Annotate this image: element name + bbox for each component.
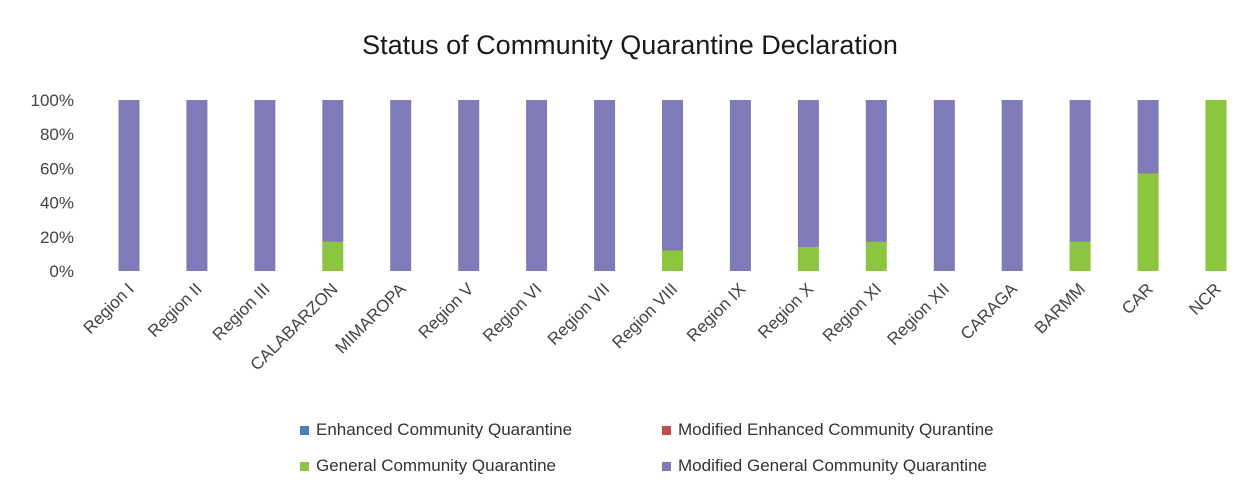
bar-segment	[797, 247, 819, 271]
x-tick-label: NCR	[1185, 279, 1224, 318]
y-tick-label: 0%	[49, 262, 74, 281]
y-tick-label: 20%	[40, 228, 74, 247]
bar-segment	[1137, 100, 1159, 174]
bar-segment	[1069, 241, 1091, 271]
x-tick-label: MIMAROPA	[332, 279, 410, 357]
y-tick-label: 40%	[40, 194, 74, 213]
bar-segment	[865, 241, 887, 271]
legend-label-ecq: Enhanced Community Quarantine	[316, 420, 573, 439]
bar-segment	[118, 100, 140, 271]
bar-segment	[1069, 100, 1091, 242]
bar-segment	[865, 100, 887, 242]
legend-label-mgcq: Modified General Community Quarantine	[678, 456, 987, 475]
bar-segment	[390, 100, 412, 271]
bar-segment	[322, 241, 344, 271]
bar-segment	[797, 100, 819, 248]
bar-segment	[594, 100, 616, 271]
x-tick-label: Region XI	[819, 279, 885, 345]
x-tick-label: CAR	[1118, 279, 1157, 318]
legend-item-ecq: Enhanced Community Quarantine	[300, 420, 572, 440]
y-tick-label: 100%	[31, 91, 74, 110]
bar-segment	[1001, 100, 1023, 271]
bar-segment	[254, 100, 276, 271]
x-tick-label: Region VI	[479, 279, 545, 345]
chart-title: Status of Community Quarantine Declarati…	[362, 30, 898, 60]
bar-segment	[458, 100, 480, 271]
x-tick-label: Region VIII	[608, 279, 681, 352]
x-tick-label: Region XII	[884, 279, 954, 349]
x-tick-label: Region I	[80, 279, 138, 337]
bar-segment	[1205, 100, 1227, 271]
legend-swatch-ecq	[300, 425, 309, 435]
x-tick-label: Region V	[415, 279, 478, 342]
bar-segment	[526, 100, 548, 271]
bar-segment	[186, 100, 208, 271]
legend-item-gcq: General Community Quarantine	[300, 456, 556, 476]
legend-swatch-mecq	[662, 425, 671, 435]
bar-segment	[662, 100, 683, 251]
bar-segment	[729, 100, 751, 271]
bar-segment	[662, 250, 683, 271]
bar-segment	[322, 100, 344, 242]
x-tick-label: CARAGA	[957, 279, 1022, 344]
y-tick-label: 60%	[40, 159, 74, 178]
legend-swatch-mgcq	[662, 461, 671, 471]
chart-plot: 0%20%40%60%80%100%Region I Region II Regio…	[31, 91, 1227, 374]
legend-label-mecq: Modified Enhanced Community Qurantine	[678, 420, 994, 439]
legend-label-gcq: General Community Quarantine	[316, 456, 557, 475]
bar-segment	[933, 100, 955, 271]
legend-item-mgcq: Modified General Community Quarantine	[662, 456, 987, 476]
legend-swatch-gcq	[300, 461, 309, 471]
y-tick-label: 80%	[40, 125, 74, 144]
legend-item-mecq: Modified Enhanced Community Qurantine	[662, 420, 994, 440]
x-tick-label: Region VII	[544, 279, 614, 349]
x-tick-label: BARMM	[1031, 279, 1089, 337]
x-tick-label: Region III	[209, 279, 274, 344]
x-tick-label: Region X	[754, 279, 817, 342]
bar-segment	[1137, 173, 1159, 271]
x-tick-label: Region II	[144, 279, 206, 341]
x-tick-label: Region IX	[683, 279, 749, 345]
